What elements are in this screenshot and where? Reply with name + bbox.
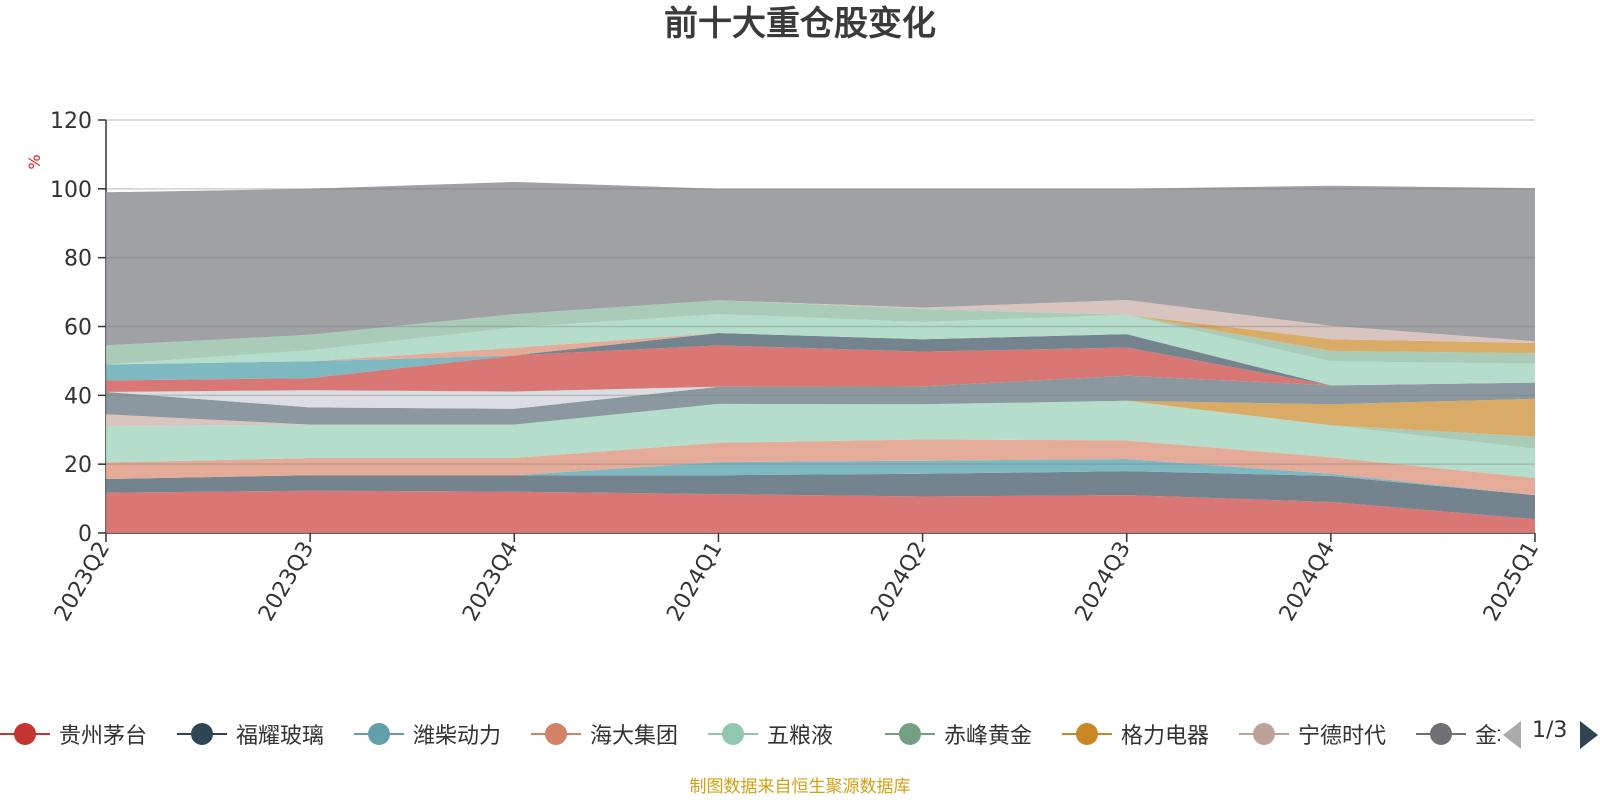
legend: 贵州茅台福耀玻璃潍柴动力海大集团五粮液赤峰黄金格力电器宁德时代金地集团	[0, 712, 1600, 756]
x-tick-label: 2023Q2	[50, 538, 115, 626]
legend-item[interactable]: 格力电器	[1062, 712, 1209, 756]
legend-pager: 1/3	[1500, 712, 1600, 756]
x-tick-label: 2023Q3	[254, 538, 319, 626]
area-series-7	[106, 398, 1535, 426]
legend-label: 福耀玻璃	[236, 724, 325, 749]
area-series-11	[106, 333, 1535, 386]
legend-marker-dot	[1430, 723, 1452, 745]
series-areas	[106, 181, 1535, 533]
legend-marker-dot	[191, 723, 213, 745]
legend-marker-icon	[708, 712, 758, 756]
legend-label: 宁德时代	[1298, 724, 1387, 749]
legend-item[interactable]: 宁德时代	[1239, 712, 1386, 756]
area-series-17	[106, 300, 1535, 346]
y-tick-label: 120	[50, 109, 92, 134]
y-tick-label: 100	[50, 178, 92, 203]
area-series-18	[106, 181, 1535, 346]
legend-label: 贵州茅台	[59, 724, 148, 749]
area-series-4	[106, 400, 1535, 478]
legend-marker-icon	[1062, 712, 1112, 756]
area-series-15	[106, 300, 1535, 365]
y-axis-unit-label: %	[25, 154, 44, 169]
area-series-9	[106, 375, 1535, 409]
legend-item[interactable]: 海大集团	[531, 712, 678, 756]
legend-item[interactable]: 五粮液	[708, 712, 833, 756]
legend-marker-icon	[1416, 712, 1466, 756]
x-tick-label: 2024Q1	[662, 538, 727, 626]
data-source-note: 制图数据来自恒生聚源数据库	[689, 777, 911, 797]
legend-item[interactable]: 赤峰黄金	[885, 712, 1032, 756]
area-series-3	[106, 439, 1535, 496]
legend-marker-icon	[1239, 712, 1289, 756]
y-tick-label: 40	[64, 384, 92, 409]
legend-marker-dot	[899, 723, 921, 745]
legend-label: 海大集团	[590, 724, 679, 749]
area-series-16	[106, 300, 1535, 354]
grid-lines	[106, 119, 1535, 465]
legend-marker-dot	[1253, 723, 1275, 745]
y-tick-label: 60	[64, 316, 92, 341]
legend-marker-dot	[14, 723, 36, 745]
legend-item[interactable]: 潍柴动力	[354, 712, 501, 756]
y-tick-label: 80	[64, 247, 92, 272]
area-series-1	[106, 471, 1535, 520]
y-tick-label: 0	[78, 522, 92, 547]
stacked-area-chart: 0 20 40 60 80 100 120 2023Q2 2023Q3 2023Q4 2024Q1 2…	[25, 109, 1544, 626]
legend-label: 潍柴动力	[413, 724, 502, 749]
legend-label: 赤峰黄金	[944, 724, 1033, 749]
y-tick-label: 20	[64, 453, 92, 478]
area-series-0	[106, 490, 1535, 533]
area-series-12	[106, 333, 1535, 386]
x-tick-label: 2025Q1	[1479, 538, 1544, 626]
legend-marker-icon	[885, 712, 935, 756]
legend-label: 五粮液	[767, 724, 834, 749]
legend-label: 格力电器	[1121, 724, 1210, 749]
legend-marker-icon	[177, 712, 227, 756]
x-tick-label: 2024Q4	[1275, 538, 1340, 626]
area-series-10	[106, 345, 1535, 392]
legend-marker-icon	[354, 712, 404, 756]
legend-marker-dot	[368, 723, 390, 745]
x-tick-label: 2023Q4	[458, 538, 523, 626]
x-tick-label: 2024Q3	[1071, 538, 1136, 626]
area-series-8	[106, 375, 1535, 425]
legend-marker-dot	[545, 723, 567, 745]
legend-prev-page-button[interactable]	[1503, 721, 1521, 749]
legend-item[interactable]: 福耀玻璃	[177, 712, 324, 756]
area-series-2	[106, 459, 1535, 496]
area-series-14	[106, 314, 1535, 386]
legend-item[interactable]: 贵州茅台	[0, 712, 147, 756]
legend-next-page-button[interactable]	[1580, 721, 1598, 749]
legend-marker-icon	[531, 712, 581, 756]
legend-page-indicator: 1/3	[1532, 718, 1568, 743]
legend-marker-dot	[1076, 723, 1098, 745]
chart-title: 前十大重仓股变化	[664, 4, 936, 44]
legend-marker-dot	[722, 723, 744, 745]
legend-marker-icon	[0, 712, 50, 756]
x-tick-label: 2024Q2	[866, 538, 931, 626]
